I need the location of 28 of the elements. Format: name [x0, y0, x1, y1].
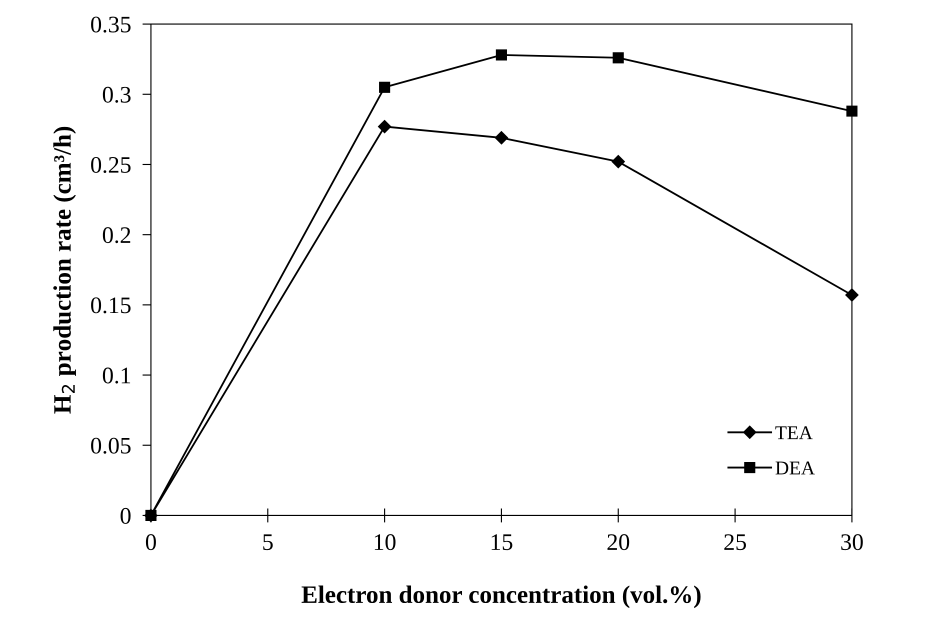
x-tick-label: 5	[263, 534, 273, 550]
point	[494, 131, 508, 144]
x-tick-label: 30	[841, 534, 863, 550]
x-tick-label: 15	[492, 534, 512, 550]
y-tick-label: 0.1	[102, 368, 130, 384]
point	[145, 510, 156, 521]
point	[846, 106, 858, 117]
y-tick-label: 0.15	[91, 297, 131, 314]
y-tick-label: 0.3	[102, 86, 131, 103]
x-tick-label: 25	[724, 534, 746, 550]
x-axis-title: Electron donor concentration (vol.%)	[302, 585, 701, 608]
y-tick-label: 0.2	[102, 227, 130, 244]
point	[379, 82, 390, 93]
point	[378, 120, 392, 134]
legend-label: TEA	[775, 426, 813, 440]
point	[612, 155, 625, 168]
legend-label: DEA	[776, 462, 815, 474]
x-tick-label: 0	[146, 534, 156, 550]
point	[612, 52, 624, 64]
y-axis-title: H$_{2}$ production rate (cm³/h)	[53, 126, 76, 414]
y-tick-label: 0.35	[91, 16, 131, 33]
x-tick-label: 10	[374, 534, 396, 550]
point	[496, 49, 507, 61]
y-tick-label: 0.25	[91, 156, 131, 174]
point	[845, 288, 859, 302]
x-tick-label: 20	[607, 534, 630, 550]
y-tick-label: 0.05	[91, 438, 131, 454]
y-tick-label: 0	[120, 508, 131, 524]
